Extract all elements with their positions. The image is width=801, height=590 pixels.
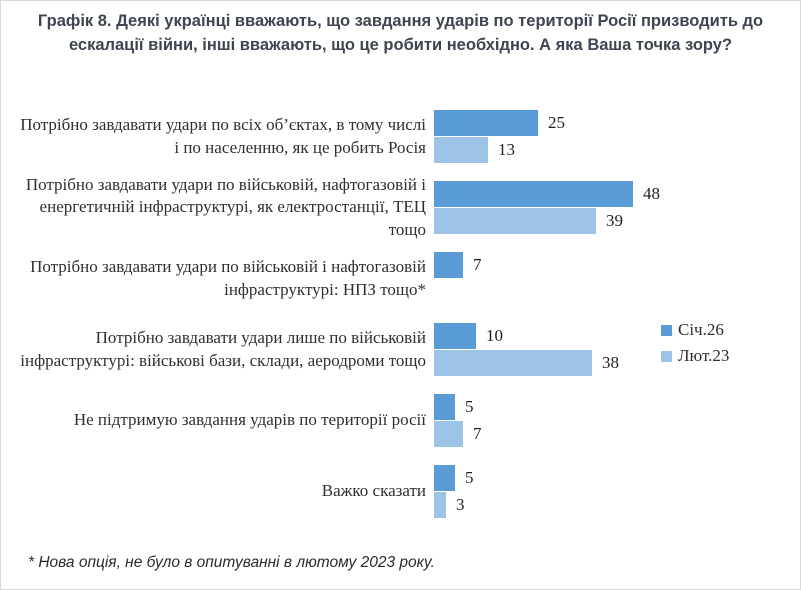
bar-lyut23	[434, 492, 446, 518]
bar-sich26	[434, 252, 463, 278]
bar-row-no-support: Не підтримую завдання ударів по територі…	[1, 385, 800, 456]
value-label: 39	[606, 211, 623, 230]
category-label: Потрібно завдавати удари по військовій, …	[25, 174, 426, 239]
value-label: 10	[486, 326, 503, 345]
category-label: Не підтримую завдання ударів по територі…	[73, 410, 426, 430]
bar-sich26	[434, 110, 538, 136]
bar-sich26	[434, 181, 633, 207]
category-label: Потрібно завдавати удари лише по військо…	[20, 327, 426, 370]
value-label: 25	[548, 113, 565, 132]
footnote: * Нова опція, не було в опитуванні в лют…	[28, 554, 435, 571]
value-label: 5	[465, 397, 474, 416]
bar-lyut23	[434, 350, 592, 376]
bar-chart: Потрібно завдавати удари по всіх об’єкта…	[1, 101, 800, 527]
value-label: 7	[473, 424, 482, 443]
bar-row-strikes-all-objects: Потрібно завдавати удари по всіх об’єкта…	[1, 101, 800, 172]
legend-item-lyut23: Лют.23	[661, 343, 729, 369]
value-label: 48	[643, 184, 660, 203]
bar-lyut23	[434, 421, 463, 447]
value-label: 5	[465, 468, 474, 487]
category-label: Потрібно завдавати удари по всіх об’єкта…	[20, 114, 426, 157]
bar-lyut23	[434, 137, 488, 163]
legend-swatch-sich26	[661, 324, 672, 336]
value-label: 38	[602, 353, 619, 372]
legend-swatch-lyut23	[661, 350, 672, 362]
legend-item-sich26: Січ.26	[661, 317, 729, 343]
legend-label-lyut23: Лют.23	[678, 346, 730, 365]
bar-row-strikes-military-oil-energy: Потрібно завдавати удари по військовій, …	[1, 172, 800, 243]
legend-label-sich26: Січ.26	[678, 320, 724, 339]
bar-row-hard-to-say: Важко сказати 5 3	[1, 456, 800, 527]
bar-sich26	[434, 465, 455, 491]
bar-lyut23	[434, 208, 596, 234]
bar-row-strikes-military-oil: Потрібно завдавати удари по військовій і…	[1, 243, 800, 314]
legend: Січ.26 Лют.23	[661, 317, 729, 369]
category-label: Потрібно завдавати удари по військовій і…	[30, 256, 426, 299]
chart-title: Графік 8. Деякі українці вважають, що за…	[37, 12, 764, 54]
bar-sich26	[434, 323, 476, 349]
bar-sich26	[434, 394, 455, 420]
category-label: Важко сказати	[321, 481, 426, 501]
value-label: 3	[456, 495, 465, 514]
value-label: 13	[498, 140, 515, 159]
value-label: 7	[473, 255, 482, 274]
bar-row-strikes-military-only: Потрібно завдавати удари лише по військо…	[1, 314, 800, 385]
